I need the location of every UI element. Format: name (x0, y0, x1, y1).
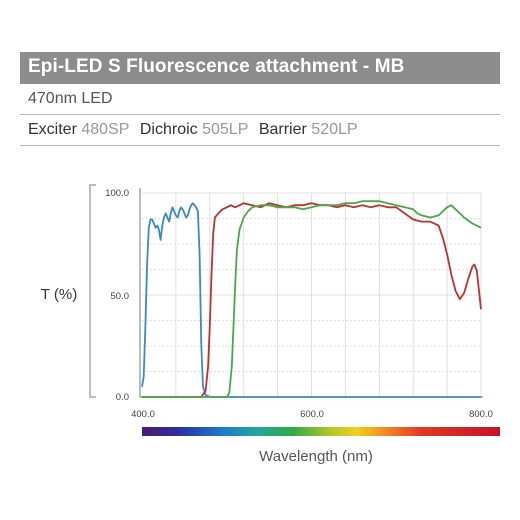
series-line-0 (141, 202, 481, 398)
led-label: 470nm LED (28, 90, 113, 107)
y-tick-50: 50.0 (111, 291, 130, 302)
x-axis-label: Wavelength (nm) (259, 448, 373, 465)
x-tick-600: 600.0 (300, 409, 324, 420)
page-title: Epi-LED S Fluorescence attachment - MB (28, 56, 405, 77)
y-bracket (89, 184, 96, 398)
spectrum-bar (142, 427, 500, 436)
exciter-label: Exciter (28, 121, 77, 138)
series-line-1 (142, 202, 482, 398)
barrier-label: Barrier (258, 121, 307, 138)
barrier-value: 520LP (311, 121, 358, 138)
dichroic-label: Dichroic (139, 121, 198, 138)
filters-line: Exciter 480SP Dichroic 505LP Barrier 520… (28, 121, 364, 139)
series-line-2 (142, 200, 482, 398)
y-tick-100: 100.0 (105, 188, 129, 199)
x-tick-800: 800.0 (469, 409, 493, 420)
y-axis-label: T (%) (41, 286, 77, 303)
series-layer (141, 200, 482, 398)
title-bar: Epi-LED S Fluorescence attachment - MB (20, 52, 500, 84)
grid (142, 192, 482, 397)
dichroic-value: 505LP (202, 121, 249, 138)
filters-row: Exciter 480SP Dichroic 505LP Barrier 520… (20, 115, 500, 146)
y-tick-0: 0.0 (116, 392, 129, 403)
exciter-value: 480SP (81, 121, 130, 138)
x-tick-400: 400.0 (131, 409, 155, 420)
led-row: 470nm LED (20, 85, 500, 115)
